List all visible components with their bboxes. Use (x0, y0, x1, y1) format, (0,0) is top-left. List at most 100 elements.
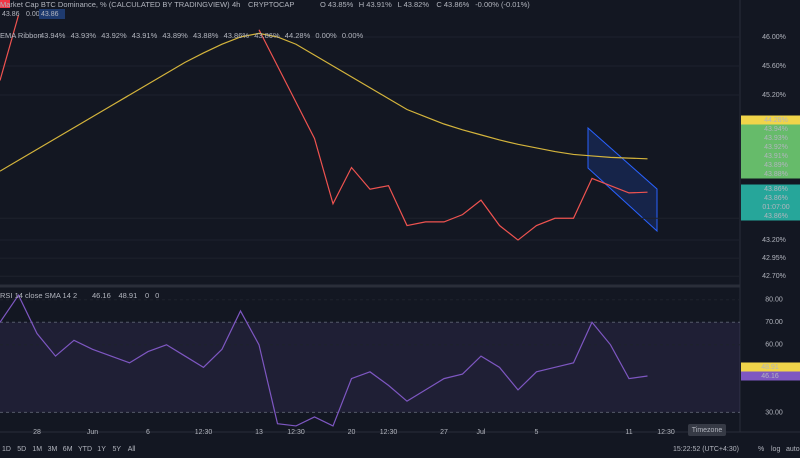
series-line (0, 15, 648, 241)
ribbon-value: 44.28% (285, 31, 311, 40)
price-box (39, 9, 65, 19)
price-label: 43.89% (764, 162, 788, 169)
price-label-bg (741, 115, 800, 125)
range-button[interactable]: YTD (78, 446, 92, 453)
ribbon-value: 43.86% (224, 31, 250, 40)
y-tick-label: 30.00 (765, 409, 783, 416)
ribbon-value: 43.88% (193, 31, 219, 40)
x-tick-label: Jun (87, 429, 98, 436)
x-tick-label: 27 (440, 429, 448, 436)
rsi-label: 46.16 (761, 373, 779, 380)
price-label-bg (741, 193, 800, 203)
range-button[interactable]: 1Y (97, 446, 106, 453)
ohlc-value: -0.00% (-0.01%) (475, 0, 530, 9)
ribbon-value: 43.91% (132, 31, 158, 40)
ribbon-value: 43.93% (71, 31, 97, 40)
ohlc-value: C 43.86% (436, 0, 469, 9)
price-label-bg (741, 202, 800, 212)
ribbon-value: 43.89% (162, 31, 188, 40)
price-box (0, 0, 10, 8)
rsi-band (0, 322, 740, 413)
ribbon-value: 0.00% (342, 31, 364, 40)
x-tick-label: 12:30 (287, 429, 305, 436)
price-label: 44.28% (764, 117, 788, 124)
channel-drawing (587, 126, 658, 233)
price-label: 43.86% (764, 195, 788, 202)
rsi-label-bg (741, 371, 800, 381)
price-label-bg (741, 124, 800, 134)
x-tick-label: Jul (477, 429, 486, 436)
y-tick-label: 42.70% (762, 273, 786, 280)
rsi-value: 46.16 (92, 291, 111, 300)
x-tick-label: 28 (33, 429, 41, 436)
range-button[interactable]: 3M (48, 446, 58, 453)
y-tick-label: 42.95% (762, 255, 786, 262)
price-label-bg (741, 142, 800, 152)
axis-option[interactable]: % (758, 446, 764, 453)
rsi-value: 0 (155, 291, 159, 300)
price-box-text: 43.86 (2, 11, 20, 18)
ohlc-value: O 43.85% (320, 0, 354, 9)
title: Market Cap BTC Dominance, % (CALCULATED … (0, 0, 230, 9)
range-button[interactable]: 1M (32, 446, 42, 453)
price-label: 43.86% (764, 213, 788, 220)
price-label: 43.92% (764, 144, 788, 151)
x-tick-label: 12:30 (380, 429, 398, 436)
x-tick-label: 5 (535, 429, 539, 436)
price-label: 43.91% (764, 153, 788, 160)
tooltip: Timezone (692, 427, 723, 434)
rsi-label: 48.91 (761, 364, 779, 371)
range-button[interactable]: 5D (17, 446, 26, 453)
ribbon-value: 0.00% (315, 31, 337, 40)
x-tick-label: 6 (146, 429, 150, 436)
price-label: 43.94% (764, 126, 788, 133)
x-tick-label: 13 (255, 429, 263, 436)
price-label-bg (741, 211, 800, 221)
x-tick-label: 20 (348, 429, 356, 436)
change-box-text: 0.00 (26, 11, 40, 18)
y-tick-label: 43.20% (762, 237, 786, 244)
ohlc-value: L 43.82% (398, 0, 430, 9)
rsi-label-bg (741, 362, 800, 372)
source: CRYPTOCAP (248, 0, 294, 9)
price-label-bg (741, 169, 800, 179)
range-button[interactable]: 5Y (113, 446, 122, 453)
y-tick-label: 45.60% (762, 63, 786, 70)
y-tick-label: 70.00 (765, 319, 783, 326)
series-line (0, 294, 648, 427)
ribbon-value: 43.86% (254, 31, 280, 40)
ribbon-value: 43.94% (40, 31, 66, 40)
rsi-value: 48.91 (119, 291, 138, 300)
range-button[interactable]: 6M (63, 446, 73, 453)
price-label-bg (741, 151, 800, 161)
series-line (0, 32, 648, 172)
price-label: 43.93% (764, 135, 788, 142)
rsi-name: RSI 14 close SMA 14 2 (0, 291, 77, 300)
price-label-bg (741, 160, 800, 170)
interval: 4h (232, 0, 240, 9)
x-tick-label: 12:30 (657, 429, 675, 436)
price-label: 43.88% (764, 171, 788, 178)
rsi-value: 0 (145, 291, 149, 300)
price-label: 43.86% (764, 186, 788, 193)
y-tick-label: 80.00 (765, 297, 783, 304)
x-tick-label: 11 (625, 429, 632, 436)
price-label-bg (741, 184, 800, 194)
axis-option[interactable]: auto (786, 446, 800, 453)
tooltip-bg (688, 424, 726, 436)
clock: 15:22:52 (UTC+4:30) (673, 446, 739, 453)
range-button[interactable]: 1D (2, 446, 11, 453)
y-tick-label: 45.20% (762, 92, 786, 99)
range-button[interactable]: All (128, 446, 136, 453)
x-tick-label: 12:30 (195, 429, 213, 436)
ribbon-name: EMA Ribbon (0, 31, 42, 40)
axis-option[interactable]: log (771, 446, 780, 453)
ohlc-value: H 43.91% (359, 0, 392, 9)
y-tick-label: 60.00 (765, 342, 783, 349)
y-tick-label: 46.00% (762, 34, 786, 41)
price-label-bg (741, 133, 800, 143)
price-box-text: 43.86 (41, 11, 59, 18)
ribbon-value: 43.92% (101, 31, 127, 40)
